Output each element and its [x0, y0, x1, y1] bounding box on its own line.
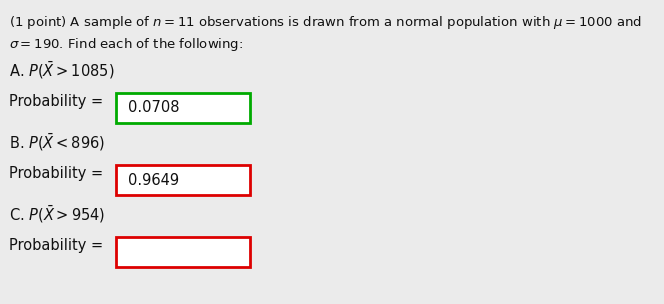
FancyBboxPatch shape	[116, 237, 250, 267]
Text: 0.0708: 0.0708	[128, 101, 179, 116]
FancyBboxPatch shape	[116, 165, 250, 195]
Text: $\sigma = 190$. Find each of the following:: $\sigma = 190$. Find each of the followi…	[9, 36, 243, 53]
Text: Probability =: Probability =	[9, 94, 108, 109]
FancyBboxPatch shape	[116, 93, 250, 123]
Text: Probability =: Probability =	[9, 238, 108, 253]
Text: (1 point) A sample of $n = 11$ observations is drawn from a normal population wi: (1 point) A sample of $n = 11$ observati…	[9, 14, 642, 31]
Text: A. $P(\bar{X} > 1085)$: A. $P(\bar{X} > 1085)$	[9, 60, 114, 81]
Text: C. $P(\bar{X} > 954)$: C. $P(\bar{X} > 954)$	[9, 204, 106, 225]
Text: Probability =: Probability =	[9, 166, 108, 181]
Text: 0.9649: 0.9649	[128, 172, 179, 188]
Text: B. $P(\bar{X} < 896)$: B. $P(\bar{X} < 896)$	[9, 132, 105, 153]
